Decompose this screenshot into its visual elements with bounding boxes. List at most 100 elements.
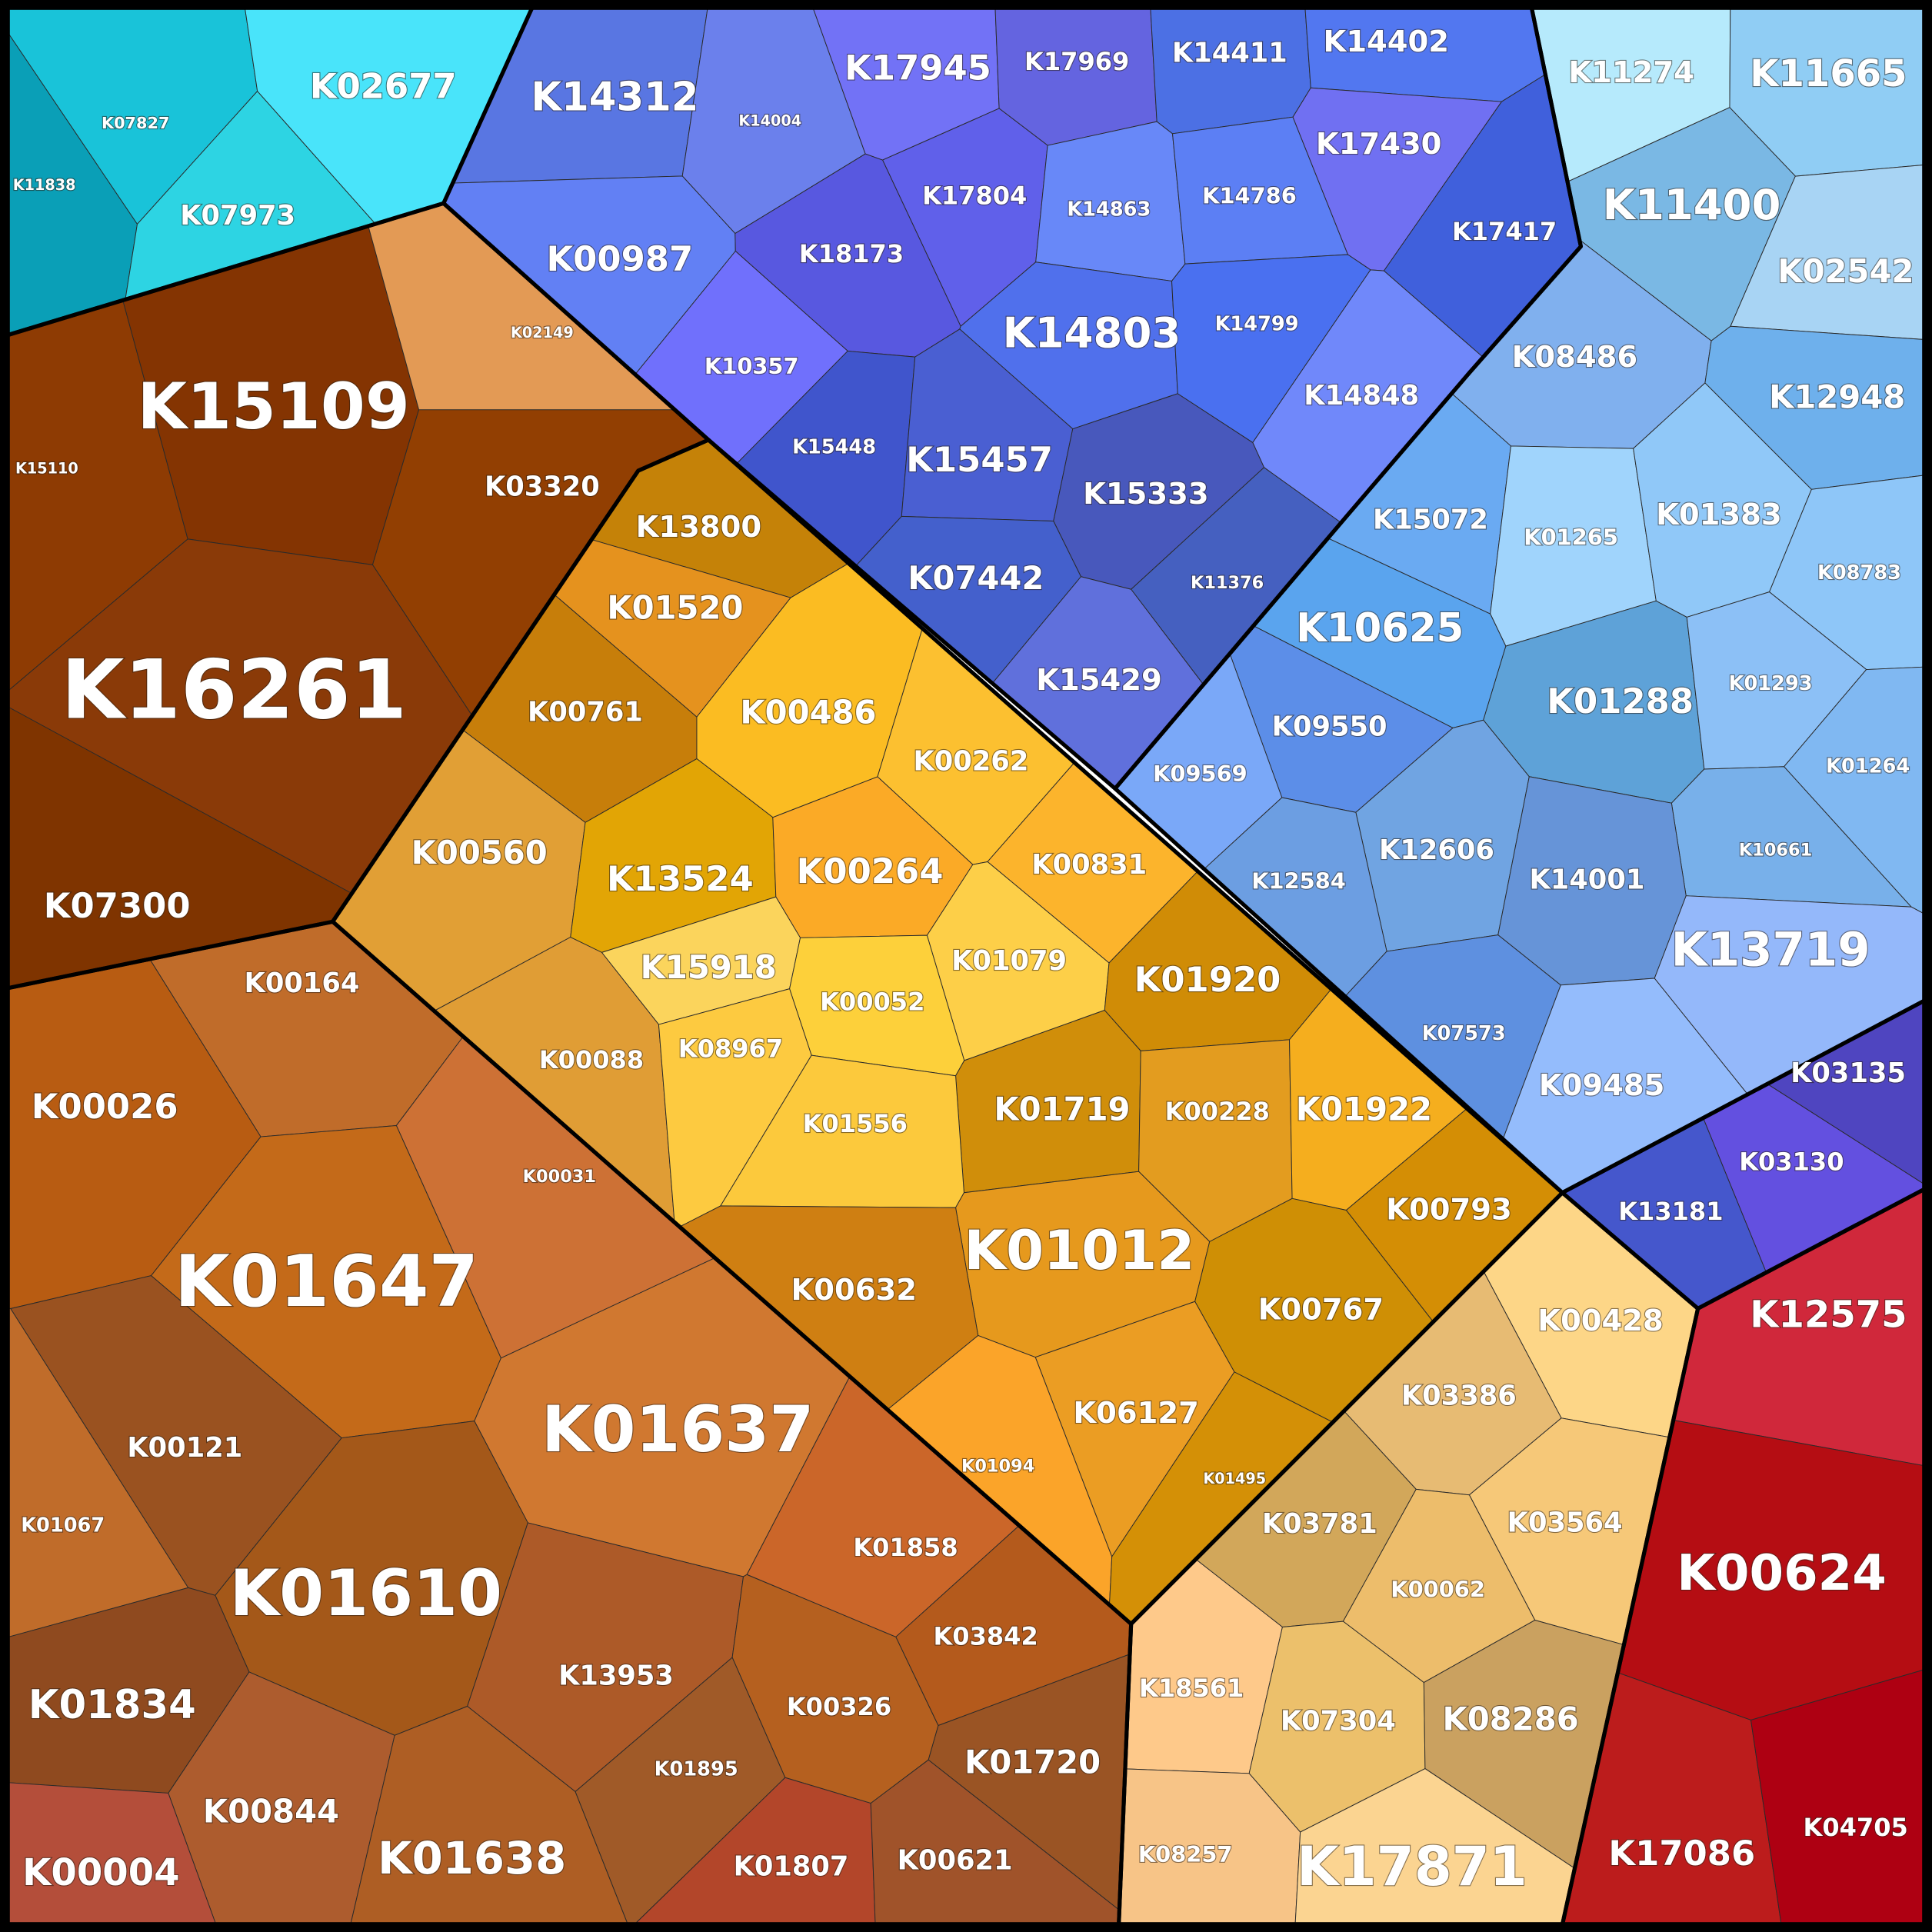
cell-label: K07573 — [1422, 1022, 1506, 1045]
cell-label: K15333 — [1083, 477, 1209, 511]
cell-label: K03386 — [1401, 1381, 1517, 1412]
cell-label: K10661 — [1739, 840, 1812, 860]
cell-label: K00844 — [203, 1793, 339, 1830]
cell-label: K00031 — [523, 1167, 596, 1187]
cell-label: K01920 — [1134, 959, 1281, 1000]
cell-label: K01638 — [378, 1832, 566, 1884]
cell-label: K11274 — [1568, 55, 1694, 90]
cell-label: K17417 — [1452, 217, 1557, 246]
cell-label: K01858 — [853, 1533, 958, 1562]
cell-label: K13719 — [1671, 923, 1870, 978]
cell-label: K03130 — [1739, 1148, 1844, 1177]
cell-label: K13953 — [558, 1660, 674, 1691]
cell-label: K00262 — [913, 746, 1028, 778]
cell-label: K01079 — [951, 945, 1067, 977]
cells — [7, 7, 1925, 1925]
cell-label: K14799 — [1215, 312, 1299, 335]
cell-label: K14863 — [1067, 198, 1151, 221]
cell-label: K18173 — [799, 239, 904, 268]
group-outline — [330, 438, 1564, 1627]
cell-label: K17969 — [1024, 47, 1129, 76]
cell-label: K03320 — [485, 471, 600, 502]
cell-label: K01265 — [1524, 524, 1618, 550]
cell-label: K09550 — [1272, 711, 1387, 743]
cell-label: K07973 — [180, 200, 295, 232]
cell-label: K15110 — [15, 459, 78, 477]
cell-label: K17086 — [1608, 1833, 1755, 1874]
cell-label: K14411 — [1172, 37, 1287, 68]
cell-label: K18561 — [1139, 1674, 1244, 1703]
cell-label: K13524 — [607, 858, 754, 899]
cell-label: K15109 — [137, 369, 409, 444]
cell-label: K14402 — [1324, 25, 1450, 59]
cell-label: K01520 — [607, 588, 743, 626]
cell-label: K14803 — [1003, 308, 1181, 358]
cell-label: K00164 — [245, 968, 360, 999]
cell-label: K14004 — [738, 112, 801, 130]
cell-label: K10625 — [1296, 605, 1464, 651]
cell-label: K07442 — [908, 559, 1044, 597]
cell-label: K07300 — [44, 885, 191, 926]
cell-label: K00767 — [1258, 1292, 1384, 1327]
cell-label: K17945 — [844, 48, 991, 88]
cell-label: K00831 — [1031, 849, 1147, 881]
cell-label: K11400 — [1603, 180, 1781, 229]
cell-label: K01834 — [28, 1682, 196, 1728]
cell-label: K01383 — [1656, 498, 1782, 532]
cell-label: K08783 — [1817, 561, 1901, 585]
cell-label: K00632 — [791, 1273, 917, 1307]
cell-label: K00004 — [22, 1851, 179, 1894]
cell-label: K15918 — [641, 948, 777, 986]
cell-label: K01094 — [961, 1456, 1034, 1476]
cell-label: K17430 — [1316, 127, 1442, 162]
cell-label: K10357 — [705, 353, 799, 379]
cell-label: K01288 — [1547, 681, 1694, 721]
cell-label: K01637 — [541, 1392, 814, 1467]
cell-label: K13181 — [1618, 1197, 1723, 1226]
cell-label: K00326 — [787, 1692, 891, 1721]
cell-label: K12948 — [1769, 378, 1905, 415]
cell-label: K17804 — [922, 182, 1027, 211]
labels: K11838 K07827 K07973 K02677 K15110 K15109 K033… — [12, 24, 1915, 1899]
cell-label: K12606 — [1379, 834, 1494, 866]
cell-label: K01495 — [1203, 1470, 1266, 1487]
cell-label: K03564 — [1507, 1507, 1623, 1539]
cell-label: K09569 — [1153, 761, 1247, 787]
cell-label: K12575 — [1750, 1293, 1907, 1336]
cell-label: K11665 — [1750, 52, 1907, 95]
cell-label: K07304 — [1281, 1706, 1396, 1737]
cell-label: K06127 — [1073, 1396, 1199, 1431]
cell-label: K01610 — [230, 1556, 502, 1631]
cell-label: K00987 — [546, 238, 693, 279]
cell-label: K14001 — [1529, 864, 1644, 895]
cell-label: K14848 — [1304, 380, 1419, 411]
cell-label: K01922 — [1296, 1090, 1432, 1128]
cell-label: K00121 — [127, 1432, 242, 1464]
cell-label: K00026 — [32, 1086, 178, 1127]
cell-label: K12584 — [1251, 868, 1346, 894]
cell-label: K01264 — [1826, 754, 1910, 778]
cell-label: K01293 — [1729, 672, 1813, 695]
cell-label: K00486 — [740, 693, 876, 731]
cell-label: K00228 — [1165, 1097, 1270, 1126]
cell-label: K15457 — [906, 439, 1053, 480]
cell-label: K15072 — [1373, 505, 1488, 536]
cell-label: K16261 — [62, 643, 408, 738]
cell-label: K04705 — [1804, 1813, 1908, 1842]
cell-label: K00088 — [539, 1045, 644, 1074]
cell-label: K07827 — [102, 114, 170, 132]
cell-label: K11838 — [13, 176, 76, 194]
cell-label: K13800 — [636, 510, 762, 545]
cell-label: K01895 — [655, 1758, 738, 1781]
cell-label: K08967 — [678, 1034, 783, 1063]
cell-label: K00793 — [1386, 1193, 1512, 1227]
cell-label: K02677 — [310, 66, 457, 107]
cell-label: K01719 — [994, 1090, 1130, 1128]
cell-label: K00062 — [1391, 1577, 1485, 1603]
cell-label: K14786 — [1202, 183, 1297, 209]
cell-label: K02149 — [511, 324, 574, 341]
cell-label: K08286 — [1443, 1700, 1579, 1737]
cell-label: K15448 — [792, 436, 876, 459]
